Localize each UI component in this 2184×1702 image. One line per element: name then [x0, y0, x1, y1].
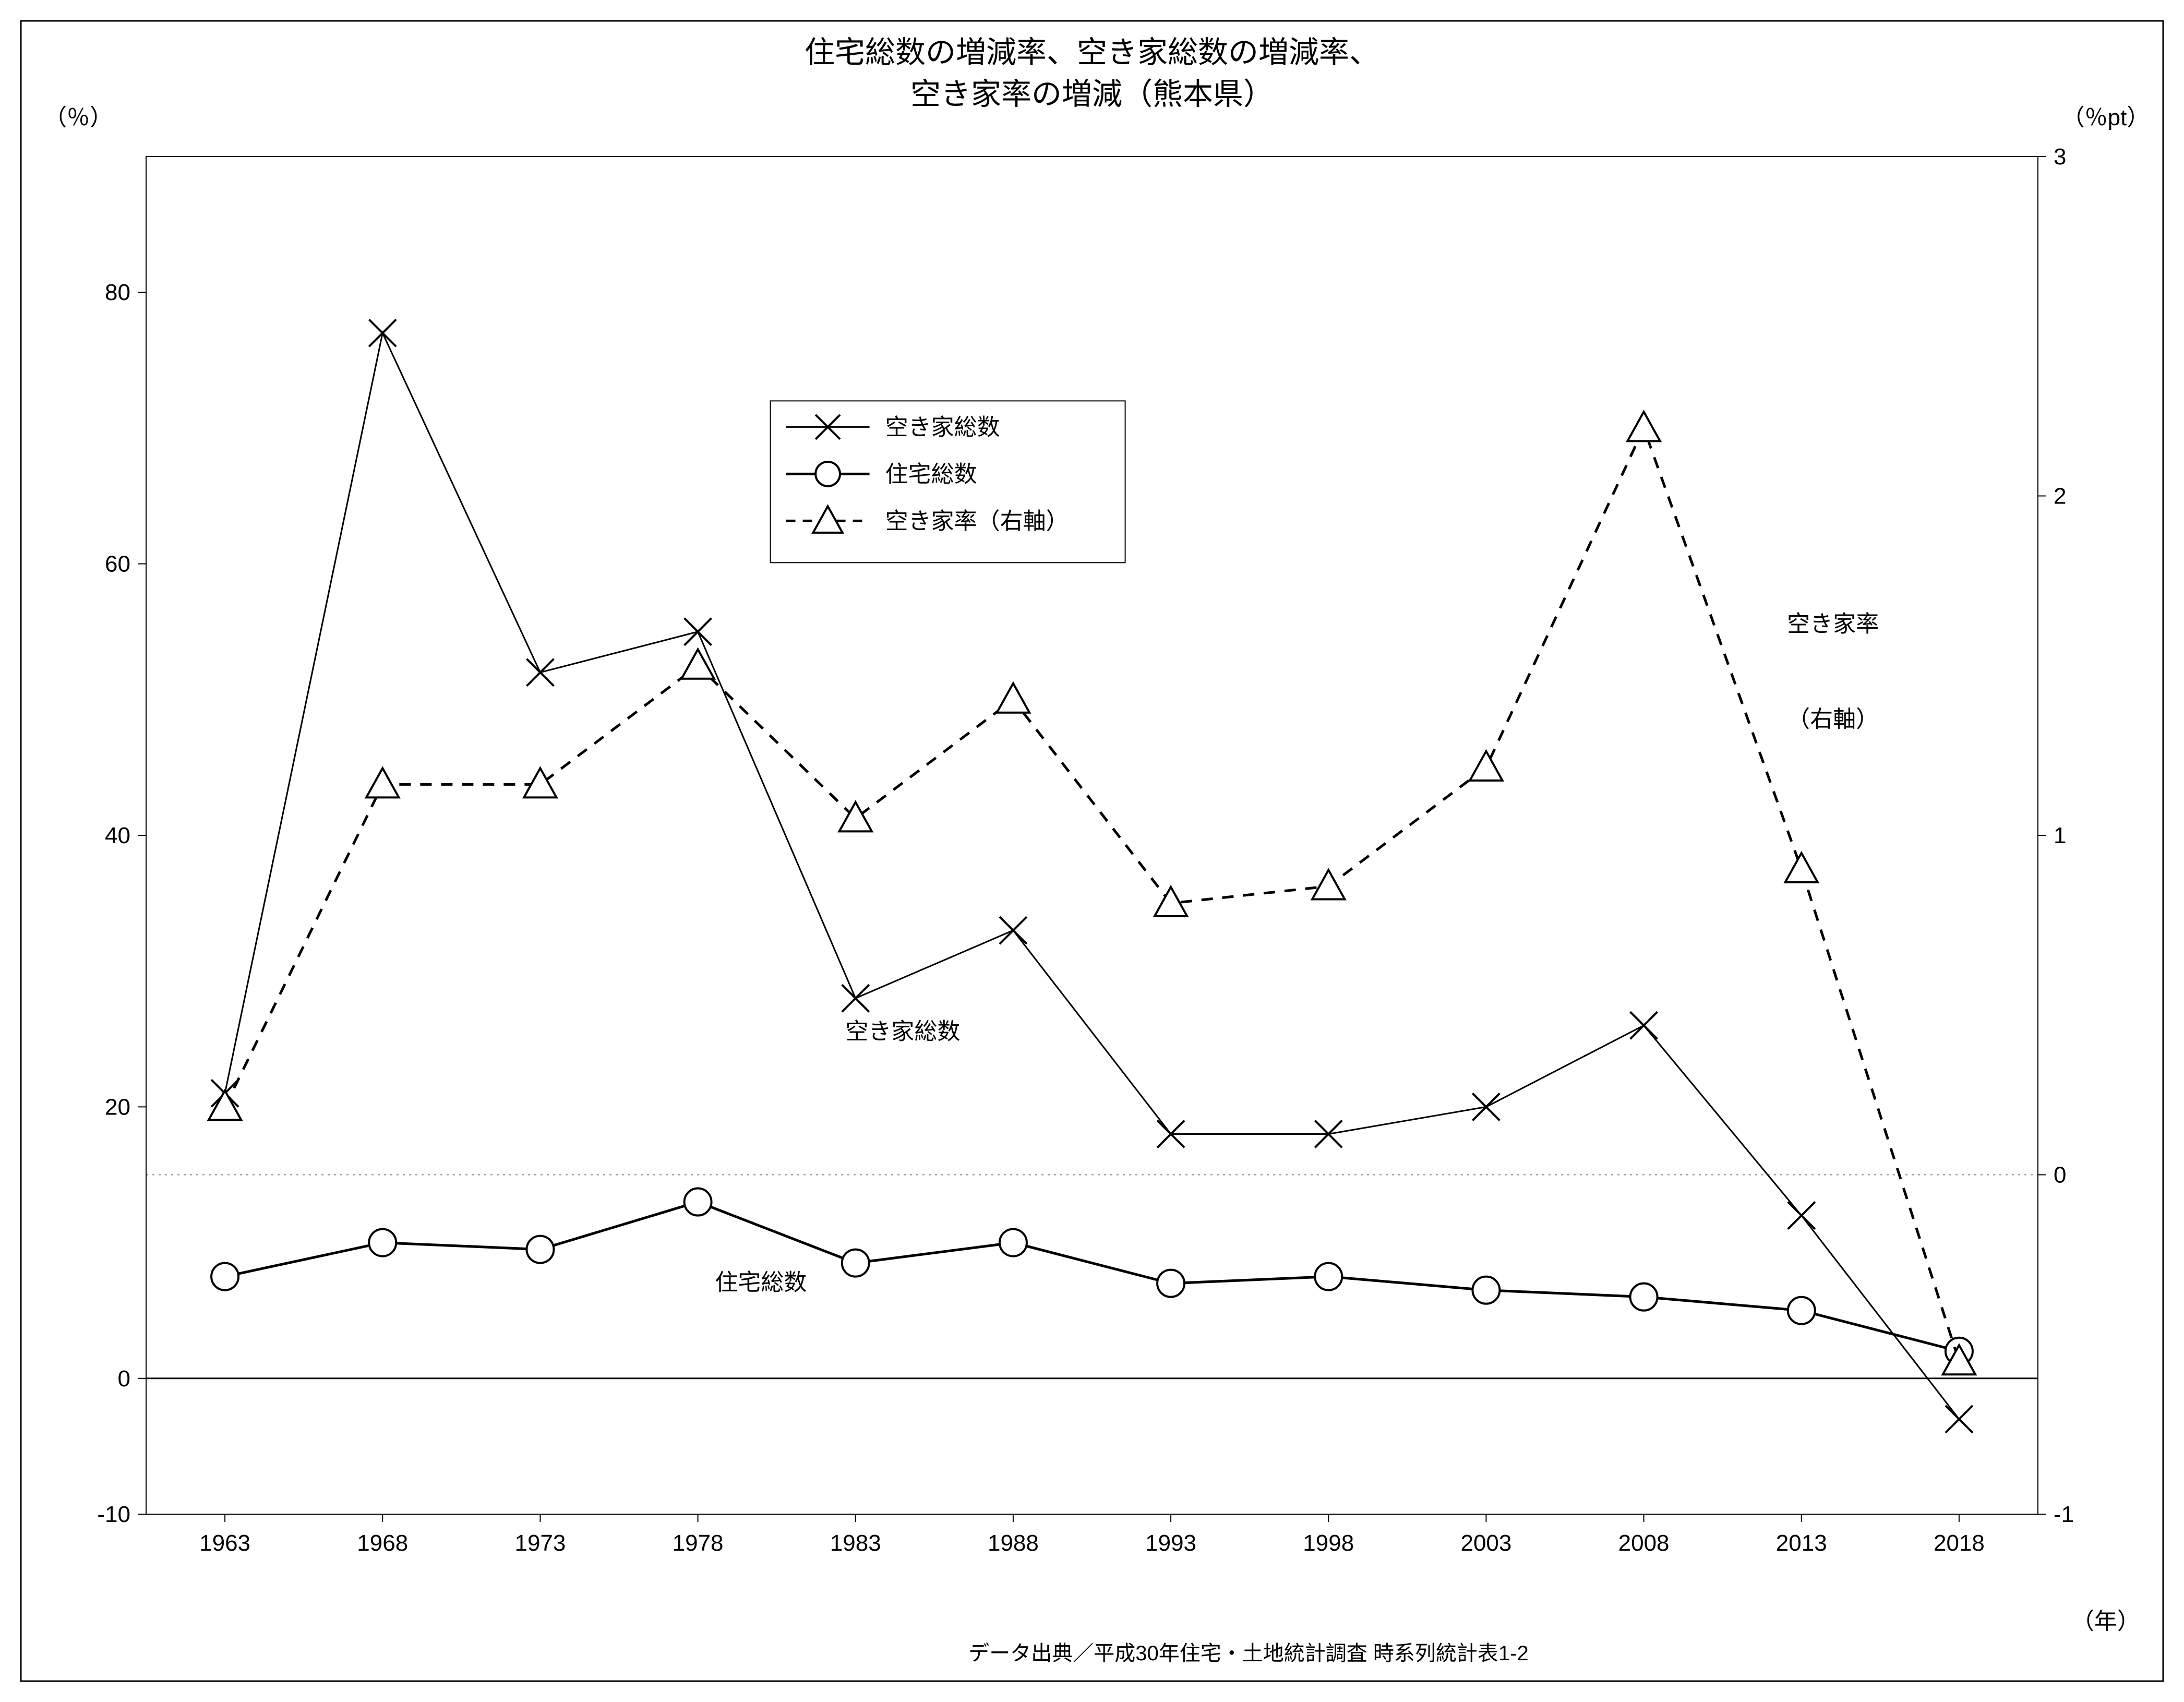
series-line-空き家率: [225, 428, 1959, 1361]
triangle-marker: [997, 684, 1029, 713]
x-tick-label: 1978: [673, 1530, 724, 1556]
circle-marker: [369, 1229, 396, 1256]
legend-label: 空き家率（右軸）: [885, 508, 1069, 534]
circle-marker: [1157, 1270, 1184, 1297]
circle-marker: [1788, 1297, 1815, 1324]
x-marker: [1630, 1012, 1658, 1039]
x-tick-label: 2013: [1776, 1530, 1827, 1556]
y-right-tick-label: 3: [2054, 144, 2066, 170]
circle-marker: [1315, 1263, 1342, 1290]
line-chart: 住宅総数の増減率、空き家総数の増減率、空き家率の増減（熊本県） （％） （％pt） （…: [0, 0, 2184, 1702]
y-right-axis-label: （％pt）: [2062, 105, 2150, 130]
circle-marker: [1000, 1229, 1027, 1256]
annotation-label: （右軸）: [1787, 706, 1879, 732]
y-left-tick-label: 40: [105, 823, 130, 848]
x-tick-label: 1983: [830, 1530, 881, 1556]
x-tick-label: 1988: [988, 1530, 1039, 1556]
series-line-住宅総数: [225, 1202, 1959, 1351]
x-marker: [1788, 1202, 1815, 1229]
circle-marker: [842, 1250, 869, 1277]
triangle-marker: [839, 802, 872, 831]
annotation-label: 空き家総数: [845, 1018, 960, 1044]
triangle-marker: [1627, 412, 1660, 441]
x-tick-label: 1968: [357, 1530, 408, 1556]
triangle-marker: [1312, 870, 1345, 899]
y-left-tick-label: 20: [105, 1094, 130, 1120]
x-tick-label: 1973: [514, 1530, 566, 1556]
y-left-tick-label: 0: [118, 1366, 130, 1392]
triangle-marker: [681, 650, 714, 679]
chart-container: 住宅総数の増減率、空き家総数の増減率、空き家率の増減（熊本県） （％） （％pt） （…: [0, 0, 2184, 1702]
y-left-tick-label: 60: [105, 552, 130, 577]
triangle-marker: [1785, 853, 1818, 882]
x-marker: [1946, 1406, 1973, 1433]
triangle-marker: [366, 768, 399, 797]
x-marker: [1472, 1093, 1499, 1120]
x-tick-label: 2008: [1618, 1530, 1670, 1556]
y-left-tick-label: -10: [97, 1502, 130, 1527]
x-tick-label: 1993: [1145, 1530, 1196, 1556]
chart-title-line1: 住宅総数の増減率、空き家総数の増減率、: [805, 35, 1379, 69]
circle-marker: [211, 1263, 238, 1290]
legend-label: 住宅総数: [885, 461, 977, 487]
annotation-label: 空き家率: [1787, 612, 1879, 637]
annotation-label: 住宅総数: [715, 1270, 807, 1296]
y-right-tick-label: 0: [2054, 1162, 2066, 1188]
x-marker: [369, 319, 396, 346]
legend-label: 空き家総数: [885, 414, 1000, 440]
circle-marker: [685, 1189, 712, 1216]
chart-title-line2: 空き家率の増減（熊本県）: [910, 77, 1274, 111]
x-marker: [685, 618, 712, 645]
y-left-tick-label: 80: [105, 280, 130, 305]
y-right-tick-label: 1: [2054, 823, 2066, 848]
x-tick-label: 2003: [1460, 1530, 1511, 1556]
circle-marker: [526, 1236, 554, 1263]
y-left-axis-label: （％）: [44, 105, 113, 130]
footer-source: データ出典／平成30年住宅・土地統計調査 時系列統計表1-2: [968, 1642, 1528, 1665]
y-right-tick-label: -1: [2054, 1502, 2074, 1527]
x-tick-label: 2018: [1934, 1530, 1985, 1556]
triangle-marker: [524, 768, 556, 797]
x-marker: [526, 659, 554, 686]
triangle-marker: [1470, 751, 1502, 781]
plot-area: [146, 157, 2038, 1514]
x-axis-label: （年）: [2071, 1609, 2140, 1634]
x-tick-label: 1998: [1303, 1530, 1354, 1556]
x-marker: [1000, 917, 1027, 944]
circle-marker: [1630, 1284, 1658, 1311]
y-right-tick-label: 2: [2054, 484, 2066, 509]
x-tick-label: 1963: [199, 1530, 250, 1556]
circle-marker: [1472, 1277, 1499, 1304]
circle-marker: [815, 462, 840, 486]
x-marker: [842, 985, 869, 1012]
